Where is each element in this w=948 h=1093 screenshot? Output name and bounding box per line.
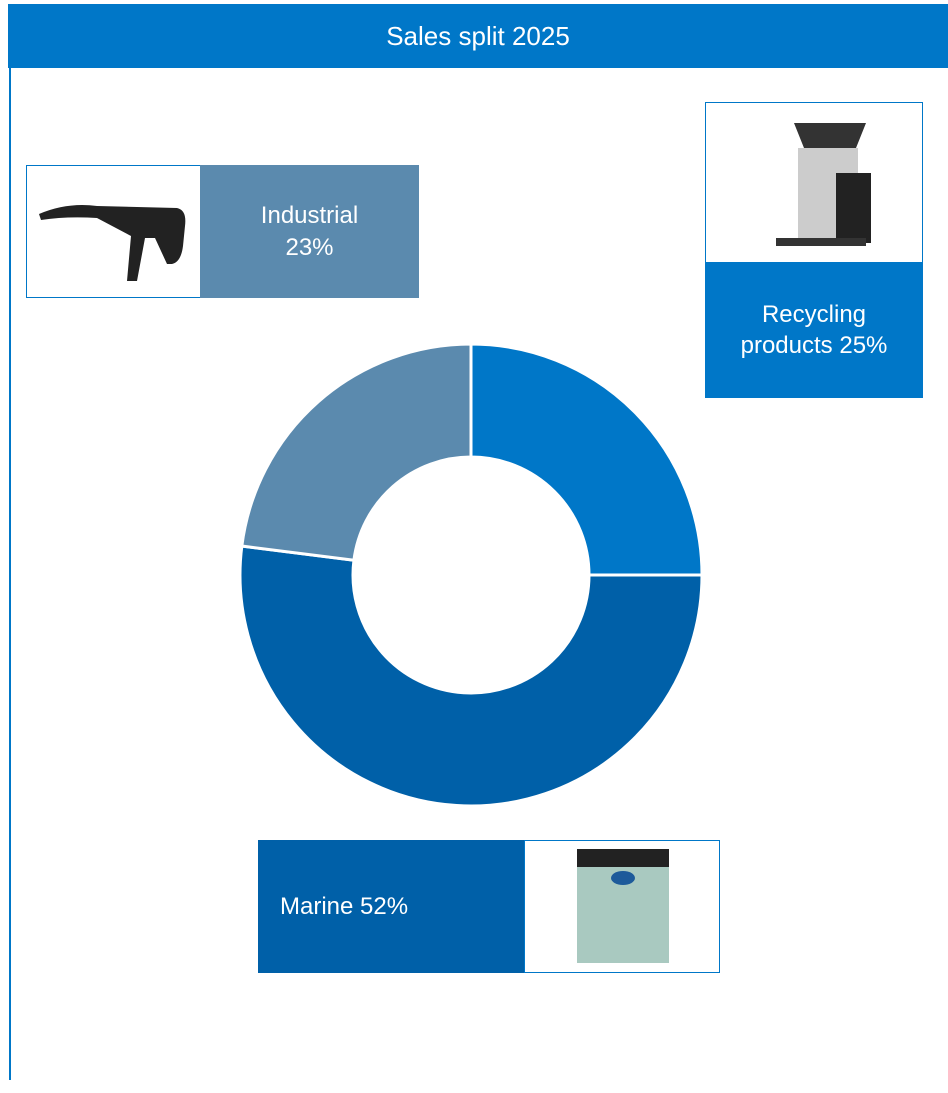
label-box: Marine 52% (258, 840, 525, 973)
donut-segment (469, 342, 704, 577)
label-box: Recycling products 25% (705, 262, 923, 398)
granulator-icon (776, 123, 871, 246)
category-label: Marine (280, 892, 354, 920)
category-label: Industrial (260, 202, 359, 230)
product-image (705, 102, 923, 263)
donut-segment (238, 544, 704, 808)
product-image (524, 840, 720, 973)
air-gun-icon (39, 205, 186, 281)
value-label: 23% (285, 233, 334, 261)
frame-line (9, 68, 11, 1080)
value-label: 52% (360, 892, 409, 920)
donut-segment (240, 342, 473, 562)
category-label: Recycling products (740, 300, 867, 359)
product-image (26, 165, 201, 298)
chart-title: Sales split 2025 (8, 4, 948, 68)
compressor-icon (577, 849, 669, 963)
label-box: Industrial 23% (200, 165, 419, 298)
value-label: 25% (839, 332, 888, 359)
